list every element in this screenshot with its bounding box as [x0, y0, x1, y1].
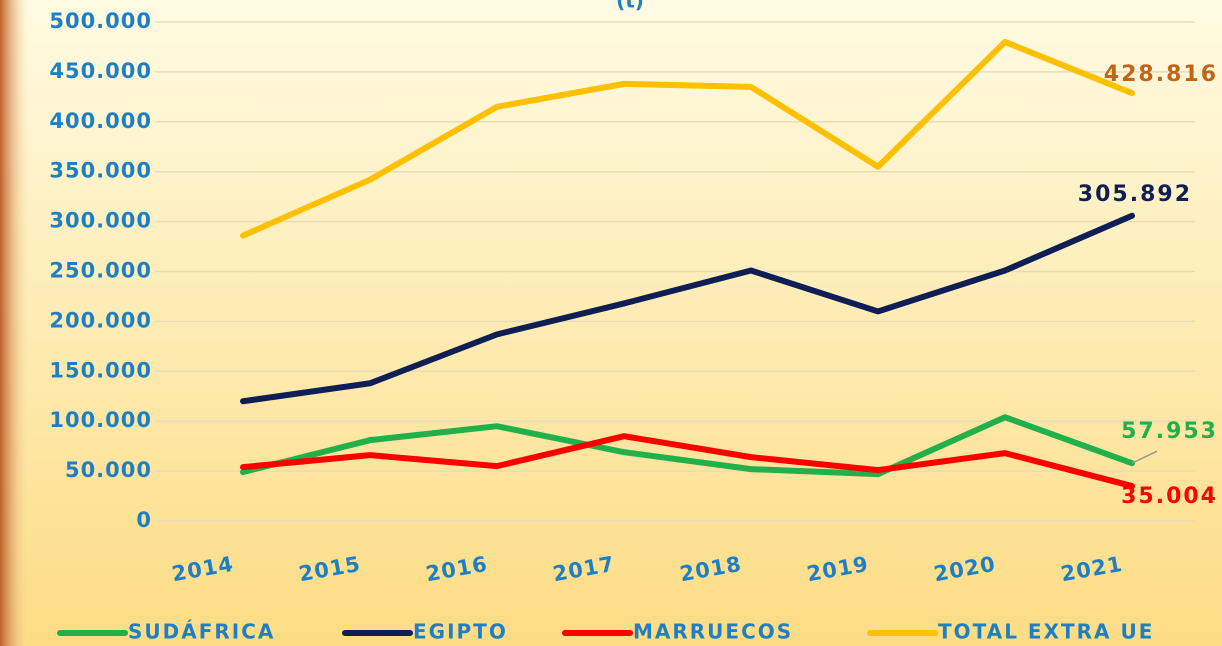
legend-label: SUDÁFRICA	[128, 620, 275, 644]
y-tick-label: 400.000	[49, 109, 152, 133]
y-tick-label: 300.000	[49, 209, 152, 233]
legend-label: MARRUECOS	[633, 620, 793, 644]
data-label: 35.004	[1121, 484, 1218, 509]
background	[0, 0, 1222, 646]
y-tick-label: 350.000	[49, 159, 152, 183]
y-tick-label: 450.000	[49, 59, 152, 83]
y-tick-label: 0	[136, 508, 152, 532]
legend-label: EGIPTO	[413, 620, 508, 644]
chart: (t) 0 50.000 100.000 150.000 200.000 250.000 3…	[0, 0, 1222, 646]
y-tick-label: 500.000	[49, 9, 152, 33]
chart-title: (t)	[616, 0, 644, 13]
legend-label: TOTAL EXTRA UE	[938, 620, 1154, 644]
y-tick-label: 250.000	[49, 259, 152, 283]
data-label: 57.953	[1121, 419, 1218, 444]
y-tick-label: 50.000	[65, 458, 152, 482]
data-label: 305.892	[1078, 182, 1192, 207]
y-tick-label: 100.000	[49, 408, 152, 432]
background-edge	[0, 0, 30, 646]
y-tick-label: 150.000	[49, 358, 152, 382]
data-label: 428.816	[1104, 62, 1218, 87]
page: {"chart_data": {"type": "line", "title":…	[0, 0, 1222, 646]
y-tick-label: 200.000	[49, 308, 152, 332]
